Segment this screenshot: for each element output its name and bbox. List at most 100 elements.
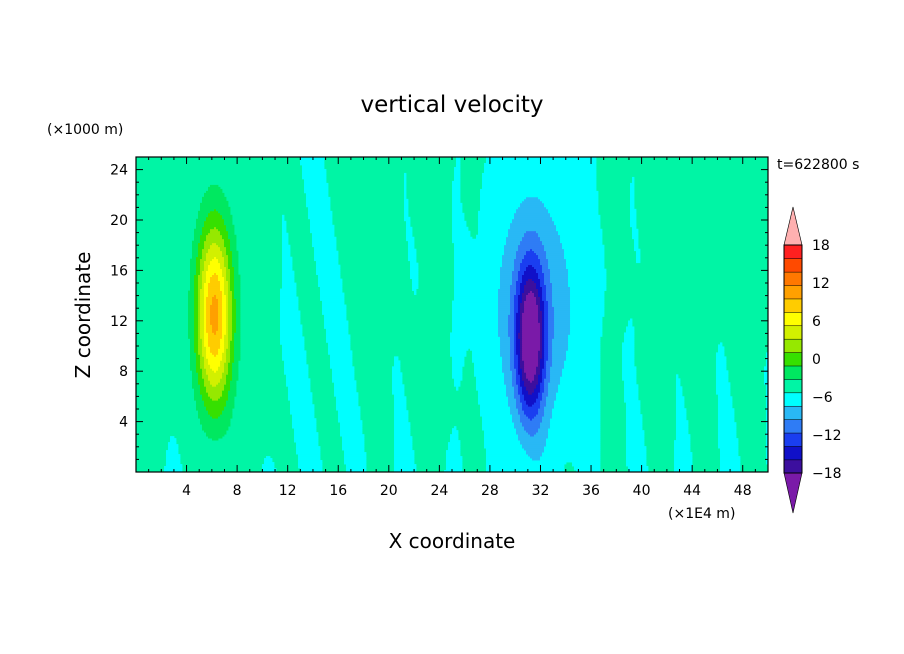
contour-cell (624, 334, 635, 337)
contour-cell (232, 318, 237, 321)
contour-cell (204, 308, 207, 311)
contour-cell (674, 466, 693, 469)
contour-cell (190, 366, 197, 369)
contour-cell (198, 336, 201, 339)
contour-cell (524, 368, 537, 371)
contour-cell (210, 310, 219, 313)
contour-cell (452, 376, 463, 379)
contour-cell (524, 412, 539, 415)
contour-cell (310, 222, 333, 226)
contour-cell (208, 340, 221, 343)
contour-cell (524, 272, 539, 276)
contour-cell (450, 440, 461, 443)
contour-cell (330, 358, 353, 361)
contour-cell (230, 382, 237, 385)
contour-cell (208, 334, 223, 337)
contour-cell (556, 392, 601, 395)
contour-cell (452, 212, 465, 216)
contour-cell (452, 308, 499, 311)
contour-cell (392, 366, 401, 369)
contour-cell (552, 358, 567, 361)
contour-cell (194, 336, 199, 339)
contour-cell (404, 196, 407, 200)
contour-cell (510, 300, 515, 303)
contour-cell (540, 348, 543, 351)
contour-cell (234, 272, 239, 276)
contour-cell (522, 320, 539, 323)
contour-cell (512, 220, 555, 224)
contour-cell (410, 276, 419, 280)
contour-cell (204, 318, 207, 321)
contour-cell (546, 284, 553, 287)
contour-cell (522, 338, 541, 341)
contour-cell (522, 330, 541, 333)
contour-cell (290, 406, 315, 409)
contour-cell (514, 324, 517, 327)
contour-cell (542, 294, 547, 297)
contour-cell (210, 316, 219, 319)
contour-cell (564, 366, 601, 369)
contour-cell (626, 420, 643, 423)
contour-cell (538, 360, 541, 363)
contour-cell (344, 452, 367, 455)
contour-cell (480, 200, 523, 204)
contour-cell (202, 374, 209, 377)
contour-cell (394, 356, 399, 359)
contour-cell (200, 288, 205, 291)
contour-cell (190, 262, 197, 266)
contour-cell (472, 356, 503, 359)
contour-cell (510, 360, 515, 363)
contour-cell (628, 322, 633, 325)
contour-cell (200, 300, 205, 303)
contour-cell (514, 214, 551, 218)
contour-cell (206, 298, 213, 301)
contour-cell (766, 390, 768, 393)
contour-cell (558, 386, 601, 389)
contour-cell (212, 258, 219, 262)
contour-cell (198, 320, 201, 323)
contour-cell (198, 324, 201, 327)
contour-cell (522, 344, 541, 347)
contour-cell (546, 360, 553, 363)
contour-cell (526, 374, 535, 377)
contour-cell (206, 310, 211, 313)
contour-cell (484, 434, 519, 437)
contour-cell (324, 314, 347, 317)
contour-cell (302, 176, 327, 180)
contour-cell (548, 358, 553, 361)
contour-cell (544, 274, 551, 278)
contour-cell (630, 218, 637, 222)
contour-cell (222, 302, 227, 305)
contour-cell (196, 222, 205, 226)
contour-cell (516, 350, 521, 353)
contour-cell (330, 366, 355, 369)
contour-cell (520, 346, 523, 349)
contour-cell (538, 232, 559, 236)
contour-cell (540, 326, 543, 329)
contour-cell (548, 388, 559, 391)
contour-cell (548, 326, 555, 329)
contour-cell (514, 332, 517, 335)
contour-cell (540, 388, 545, 391)
contour-cell (198, 322, 201, 325)
contour-cell (232, 304, 237, 307)
contour-cell (498, 290, 511, 293)
contour-cell (332, 380, 357, 383)
contour-cell (510, 306, 515, 309)
contour-cell (522, 298, 527, 301)
contour-cell (228, 326, 233, 329)
contour-cell (626, 406, 641, 409)
contour-cell (450, 344, 501, 347)
contour-cell (218, 314, 223, 317)
contour-cell (514, 390, 519, 393)
contour-cell (190, 342, 195, 345)
contour-cell (520, 342, 523, 345)
contour-cell (196, 262, 201, 266)
contour-cell (222, 234, 229, 238)
colorbar-tick-label: −18 (812, 466, 842, 482)
contour-cell (312, 236, 337, 240)
contour-cell (718, 424, 737, 427)
contour-cell (520, 442, 547, 445)
contour-cell (454, 282, 501, 285)
contour-cell (454, 378, 463, 381)
